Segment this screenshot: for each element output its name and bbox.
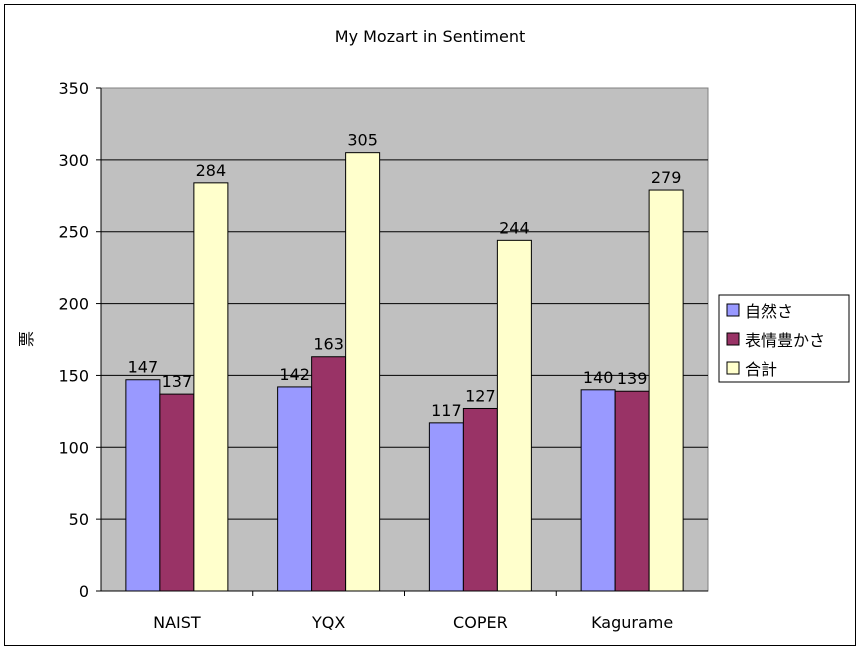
data-label: 244 xyxy=(499,218,530,237)
bar-kagurame-2 xyxy=(648,189,684,592)
legend-swatch xyxy=(726,332,740,346)
bar-naist-2 xyxy=(193,182,229,592)
y-tick-label: 0 xyxy=(79,582,89,601)
legend-swatch xyxy=(726,361,740,375)
legend-label: 合計 xyxy=(745,360,777,379)
bar-coper-1 xyxy=(462,407,498,592)
x-tick-label: YQX xyxy=(311,613,345,632)
x-tick-label: NAIST xyxy=(153,613,201,632)
data-label: 284 xyxy=(196,161,227,180)
data-label: 140 xyxy=(583,368,614,387)
bar-yqx-2 xyxy=(345,152,381,592)
data-label: 139 xyxy=(617,369,648,388)
x-axis-tick-labels: NAIST YQX COPER Kagurame xyxy=(153,591,673,632)
y-tick-label: 100 xyxy=(58,438,89,457)
bar-yqx-1 xyxy=(311,356,347,592)
data-label: 142 xyxy=(279,365,310,384)
y-tick-label: 50 xyxy=(69,510,89,529)
data-label: 163 xyxy=(313,335,344,354)
legend-label: 自然さ xyxy=(745,302,793,321)
bar-kagurame-1 xyxy=(614,390,650,592)
chart-title: My Mozart in Sentiment xyxy=(335,27,525,46)
bar-naist-1 xyxy=(159,393,195,592)
y-tick-label: 250 xyxy=(58,223,89,242)
legend-label: 表情豊かさ xyxy=(745,331,825,350)
legend-box xyxy=(718,294,850,383)
bar-coper-0 xyxy=(428,422,464,592)
bar-yqx-0 xyxy=(277,386,313,592)
y-tick-label: 150 xyxy=(58,366,89,385)
bar-naist-0 xyxy=(125,379,161,592)
data-label: 279 xyxy=(651,168,682,187)
legend-swatch xyxy=(726,303,740,317)
data-label: 127 xyxy=(465,386,496,405)
bar-kagurame-0 xyxy=(580,389,616,592)
y-axis-tick-labels: 0 50 100 150 200 250 300 350 xyxy=(58,79,101,601)
y-tick-label: 200 xyxy=(58,295,89,314)
bars xyxy=(125,152,684,592)
y-axis-label: 票 xyxy=(17,331,36,347)
data-label: 117 xyxy=(431,401,462,420)
data-label: 147 xyxy=(128,358,159,377)
x-tick-label: COPER xyxy=(453,613,508,632)
data-label: 137 xyxy=(162,372,193,391)
y-tick-label: 300 xyxy=(58,151,89,170)
data-label: 305 xyxy=(347,131,378,150)
bar-coper-2 xyxy=(496,239,532,592)
y-tick-label: 350 xyxy=(58,79,89,98)
x-tick-label: Kagurame xyxy=(591,613,673,632)
